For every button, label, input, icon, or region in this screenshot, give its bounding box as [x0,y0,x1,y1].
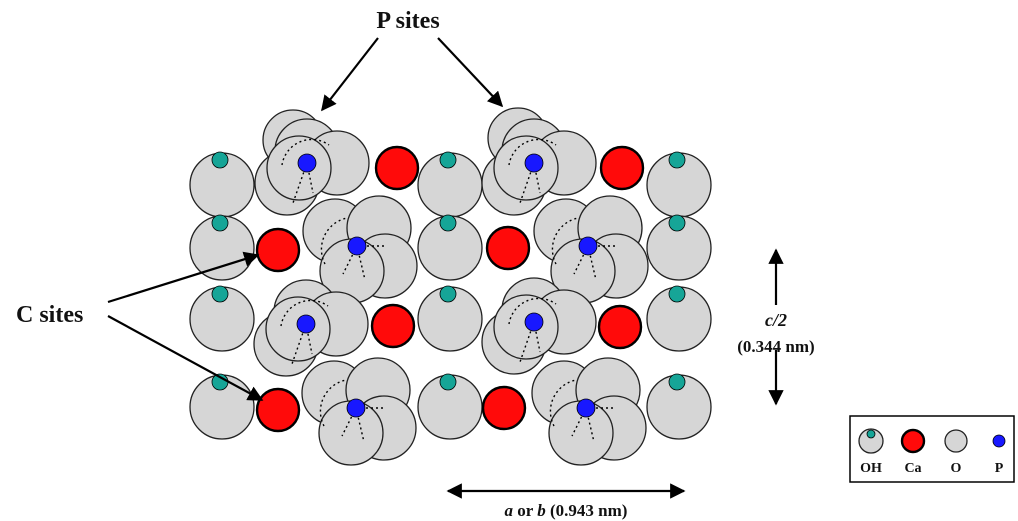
legend-item-oh: OH [858,428,884,476]
oh-hydroxyl-atom [439,285,457,303]
oh-hydroxyl-atom [439,214,457,232]
phosphorus-atom [297,153,317,173]
p-sites-label: P sites [376,8,439,34]
c-sites-arrow-upper [107,251,260,304]
phosphate-oxygen-atom [266,135,332,201]
phosphate-oxygen-atom [493,135,559,201]
legend-label-ca: Ca [904,461,921,476]
hidden-atom-outline [508,297,557,325]
oh-hydroxyl-atom [668,214,686,232]
c-sites-label: C sites [16,302,83,328]
calcium-atom [370,303,416,349]
oh-hydroxyl-atom [668,373,686,391]
legend-label-p: P [995,461,1004,476]
legend-item-o: O [944,429,968,476]
calcium-atom [485,225,531,271]
phosphorus-atom [576,398,596,418]
calcium-atom [481,385,527,431]
hidden-atom-outline [281,138,330,166]
atom-lattice [189,107,712,466]
calcium-atom [255,227,301,273]
c-axis-label: c/2 [765,310,787,330]
ca-icon [900,428,926,454]
o-icon [944,429,968,453]
oh-hydroxyl-atom [211,285,229,303]
legend-label-oh: OH [860,461,882,476]
p-icon [992,434,1006,448]
hidden-atom-outline [508,138,557,166]
c-sites-arrow-lower [107,315,264,401]
p-sites-arrow-right [437,37,504,108]
bond-line [519,162,535,204]
oh-hydroxyl-atom [211,151,229,169]
oh-hydroxyl-atom [439,373,457,391]
p-sites-arrow-left [321,37,379,112]
oh-hydroxyl-atom [668,285,686,303]
oh-hydroxyl-atom [668,151,686,169]
legend-item-ca: Ca [900,428,926,476]
phosphorus-atom [347,236,367,256]
phosphorus-atom [524,153,544,173]
phosphate-oxygen-atom [265,296,331,362]
bond-line [291,323,307,365]
oh-icon [858,428,884,454]
legend-label-o: O [951,461,962,476]
bond-line [292,162,308,204]
phosphate-oxygen-atom [493,294,559,360]
hidden-atom-outline [280,299,329,327]
phosphorus-atom [578,236,598,256]
calcium-atom [597,304,643,350]
legend-item-p: P [992,434,1006,476]
phosphorus-atom [524,312,544,332]
hidden-atom-outline [320,217,348,265]
c-axis-value: (0.344 nm) [737,337,814,356]
phosphorus-atom [296,314,316,334]
oh-hydroxyl-atom [439,151,457,169]
a-axis-label: a or b (0.943 nm) [505,501,628,520]
phosphorus-atom [346,398,366,418]
hidden-atom-outline [319,379,347,427]
legend: OH Ca O P [849,415,1015,483]
oh-hydroxyl-atom [211,214,229,232]
calcium-atom [255,387,301,433]
oh-icon-dot [866,429,876,439]
calcium-atom [374,145,420,191]
hidden-atom-outline [549,379,577,427]
hidden-atom-outline [551,217,579,265]
bond-line [519,321,535,363]
calcium-atom [599,145,645,191]
